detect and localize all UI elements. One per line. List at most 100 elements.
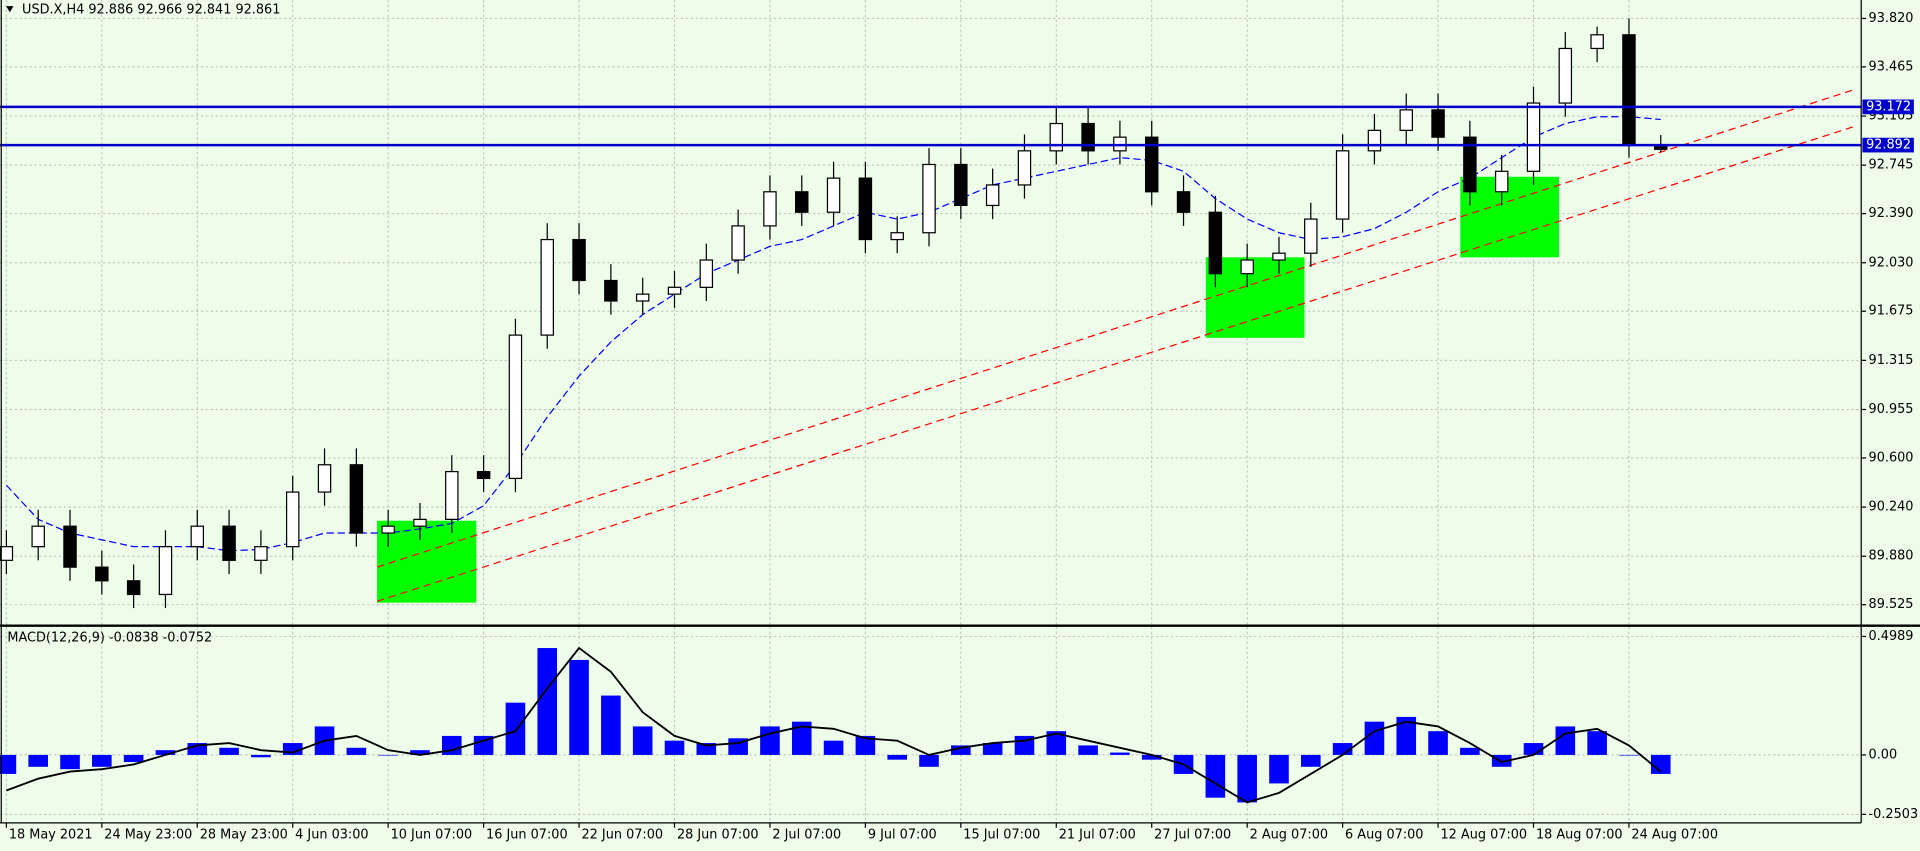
x-tick-label: 4 Jun 03:00	[295, 828, 368, 843]
y-tick-label: 0.00	[1869, 747, 1898, 762]
macd-bar	[1428, 731, 1448, 755]
macd-bar	[1491, 754, 1512, 767]
plot-layer	[0, 0, 1862, 823]
x-tick-label: 2 Jul 07:00	[772, 828, 841, 843]
level-label-box	[1862, 137, 1914, 153]
y-tick-label: 92.745	[1869, 158, 1914, 173]
candle-body	[922, 163, 936, 234]
macd-bar	[378, 754, 398, 756]
x-tick-label: 21 Jul 07:00	[1059, 828, 1136, 843]
x-tick-label: 27 Jul 07:00	[1154, 828, 1231, 843]
candle-body	[1526, 102, 1541, 172]
macd-bar	[1046, 731, 1067, 755]
macd-bar	[1650, 754, 1671, 774]
macd-bar	[1460, 747, 1480, 755]
macd-bar	[28, 754, 48, 767]
macd-bar	[791, 721, 812, 755]
y-tick-label: 92.390	[1869, 206, 1914, 221]
x-tick-label: 24 Aug 07:00	[1631, 828, 1718, 843]
chart-title: USD.X,H4 92.886 92.966 92.841 92.861	[22, 2, 280, 17]
macd-bar	[1364, 721, 1385, 755]
x-tick-label: 2 Aug 07:00	[1250, 828, 1328, 843]
signal-line	[6, 646, 1662, 804]
candle-body	[1208, 211, 1223, 275]
candle-body	[413, 518, 427, 527]
macd-bar	[1269, 754, 1289, 784]
candle-body	[1399, 109, 1413, 131]
candle-body	[699, 259, 714, 288]
candle-body	[349, 464, 364, 534]
candle-body	[890, 232, 904, 241]
macd-bar	[1587, 731, 1607, 755]
x-tick-label: 18 May 2021	[9, 828, 93, 843]
macd-bar	[1555, 726, 1576, 755]
candle-body	[158, 546, 173, 596]
macd-bar	[696, 743, 717, 755]
candle-body	[1558, 47, 1573, 104]
y-tick-label: 92.030	[1869, 255, 1914, 270]
macd-bar	[632, 726, 653, 755]
candle-body	[731, 225, 745, 261]
candle-body	[1049, 122, 1064, 152]
macd-bar	[1332, 743, 1353, 755]
macd-bar	[919, 754, 939, 767]
macd-bar	[92, 754, 112, 767]
candle-body	[222, 525, 236, 561]
candle-body	[858, 177, 873, 241]
trend-line	[376, 125, 1856, 602]
candle-body	[1590, 34, 1604, 50]
candle-body	[254, 546, 268, 561]
candle-body	[190, 525, 205, 548]
macd-bar	[251, 754, 271, 758]
candle-body	[381, 525, 395, 534]
y-tick-label: 0.4989	[1869, 629, 1914, 644]
highlight-zone	[1205, 257, 1305, 338]
y-tick-label: -0.2503	[1869, 807, 1919, 822]
x-tick-label: 28 Jun 07:00	[677, 828, 759, 843]
macd-bar	[123, 754, 144, 763]
macd-bar	[473, 735, 494, 755]
candle-body	[1654, 145, 1668, 150]
macd-bar	[951, 745, 971, 755]
macd-bar	[410, 750, 430, 755]
macd-bar	[1205, 754, 1226, 798]
x-tick-label: 9 Jul 07:00	[868, 828, 937, 843]
x-tick-label: 18 Aug 07:00	[1536, 828, 1623, 843]
y-tick-label: 89.525	[1869, 597, 1914, 612]
macd-bar	[60, 754, 80, 770]
x-tick-label: 15 Jul 07:00	[963, 828, 1040, 843]
candle-body	[1335, 150, 1350, 220]
candle-body	[1144, 136, 1159, 193]
candle-body	[95, 566, 109, 582]
macd-bar	[1396, 716, 1417, 755]
candle-body	[1240, 259, 1254, 275]
moving-average	[5, 116, 1661, 552]
candle-body	[63, 525, 77, 568]
macd-bar	[982, 743, 1003, 755]
candle-body	[604, 279, 618, 302]
y-tick-label: 90.955	[1869, 402, 1914, 417]
x-tick-label: 24 May 23:00	[104, 828, 192, 843]
y-tick-label: 93.820	[1869, 11, 1914, 26]
y-tick-label: 90.600	[1869, 450, 1914, 465]
candle-body	[317, 464, 332, 493]
candle-body	[954, 163, 968, 207]
macd-bar	[1619, 754, 1639, 756]
y-tick-label: 93.465	[1869, 59, 1914, 74]
candle-body	[635, 293, 650, 302]
candle-body	[285, 491, 300, 548]
menu-arrow[interactable]	[6, 6, 14, 13]
macd-bar	[219, 747, 239, 755]
macd-bar	[505, 702, 526, 755]
candle-body	[572, 238, 586, 282]
candle-body	[540, 238, 554, 336]
macd-bar	[887, 754, 908, 760]
x-tick-label: 12 Aug 07:00	[1441, 828, 1528, 843]
macd-bar	[537, 648, 558, 755]
macd-bar	[0, 754, 17, 774]
candle-body	[826, 177, 841, 213]
y-tick-label: 91.315	[1869, 353, 1914, 368]
candle-body	[1494, 170, 1509, 193]
